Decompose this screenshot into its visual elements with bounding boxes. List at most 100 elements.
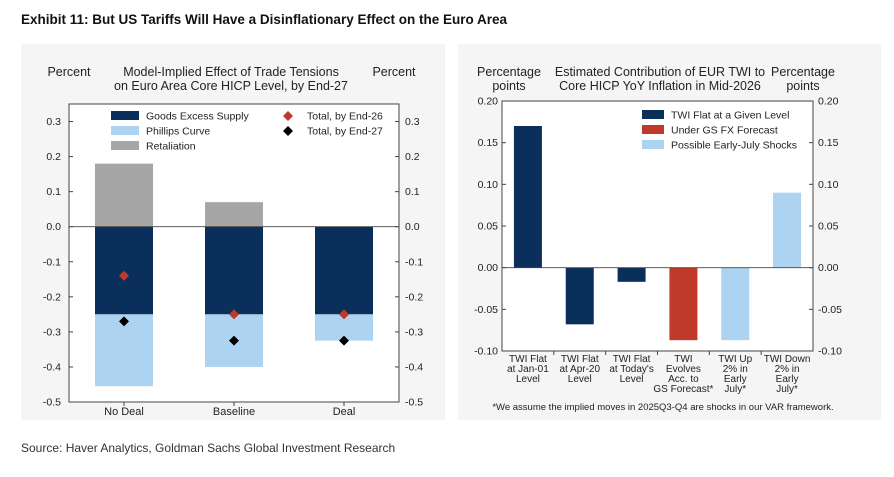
- y-tick-label-right: 0.0: [405, 221, 420, 233]
- chart-panel-hicp-level: Percent Percent Model-Implied Effect of Tr…: [21, 44, 445, 420]
- legend-swatch: [111, 141, 139, 150]
- y-tick-label-right: 0.2: [405, 151, 420, 163]
- x-tick-label: Level: [516, 374, 540, 385]
- y-tick-label-right: -0.4: [405, 361, 423, 373]
- x-tick-label: at Apr-20: [559, 364, 600, 375]
- legend-swatch: [642, 140, 664, 149]
- marker-total-by-end-27: [119, 316, 129, 327]
- x-tick-label: at Today's: [609, 364, 654, 375]
- exhibit-title: Exhibit 11: But US Tariffs Will Have a D…: [21, 12, 507, 27]
- legend-label: Goods Excess Supply: [146, 111, 249, 123]
- legend-label: Retaliation: [146, 141, 196, 153]
- y-tick-label-right: 0.15: [818, 137, 839, 149]
- plot-area: [501, 100, 814, 352]
- y-tick-label-right: -0.2: [405, 291, 423, 303]
- y-tick-label-left: 0.15: [478, 137, 499, 149]
- marker-total-by-end-26: [119, 270, 129, 281]
- x-tick-label: Baseline: [213, 406, 255, 418]
- y-tick-label-right: 0.00: [818, 262, 839, 274]
- bar-twi-flat-at-a-given-level: [513, 126, 542, 268]
- x-tick-label: Acc. to: [668, 374, 699, 385]
- x-tick-label: Early: [776, 374, 799, 385]
- x-tick-label: 2% in: [775, 364, 800, 375]
- y-tick-label-left: -0.05: [474, 304, 498, 316]
- x-tick-label: TWI Flat: [613, 354, 651, 365]
- y-tick-label-left: -0.3: [43, 326, 61, 338]
- x-tick-label: Evolves: [666, 364, 701, 375]
- bar-under-gs-fx-forecast: [669, 267, 698, 341]
- legend-label: Total, by End-26: [307, 111, 383, 123]
- x-tick-label: TWI: [674, 354, 692, 365]
- y-tick-label-right: -0.10: [818, 346, 842, 358]
- chart-title-line: Estimated Contribution of EUR TWI to: [555, 65, 765, 79]
- bar-possible-early-july-shocks: [773, 192, 802, 268]
- y-tick-label-left: 0.3: [46, 116, 61, 128]
- chart-twi-contribution: PercentagepointsPercentagepointsEstimate…: [474, 65, 842, 413]
- marker-total-by-end-26: [229, 309, 239, 320]
- x-tick-label: No Deal: [104, 406, 144, 418]
- x-tick-label: GS Forecast*: [653, 384, 713, 395]
- legend-marker: [283, 111, 293, 121]
- x-tick-label: TWI Down: [764, 354, 811, 365]
- chart-title-line: Model-Implied Effect of Trade Tensions: [123, 65, 339, 79]
- y-tick-label-right: 0.05: [818, 221, 839, 233]
- left-axis-label: Percent: [47, 65, 91, 79]
- left-axis-label: Percentage: [477, 65, 541, 79]
- marker-total-by-end-27: [339, 335, 349, 346]
- y-tick-label-right: -0.1: [405, 256, 423, 268]
- x-tick-label: TWI Flat: [561, 354, 599, 365]
- chart-title-line: on Euro Area Core HICP Level, by End-27: [114, 79, 348, 93]
- chart-title-line: Core HICP YoY Inflation in Mid-2026: [559, 79, 761, 93]
- legend-swatch: [642, 110, 664, 119]
- legend-swatch: [111, 126, 139, 135]
- legend-label: Phillips Curve: [146, 126, 210, 138]
- bar-goods-excess-supply: [205, 226, 263, 315]
- x-tick-label: TWI Flat: [509, 354, 547, 365]
- legend-swatch: [111, 111, 139, 120]
- x-tick-label: Deal: [333, 406, 356, 418]
- y-tick-label-left: 0.20: [478, 96, 499, 108]
- y-tick-label-right: 0.10: [818, 179, 839, 191]
- y-tick-label-left: -0.1: [43, 256, 61, 268]
- x-tick-label: TWI Up: [718, 354, 752, 365]
- x-tick-label: July*: [776, 384, 798, 395]
- bar-goods-excess-supply: [95, 226, 153, 315]
- y-tick-label-right: 0.1: [405, 186, 420, 198]
- marker-total-by-end-26: [339, 309, 349, 320]
- x-tick-label: 2% in: [723, 364, 748, 375]
- y-tick-label-left: -0.10: [474, 346, 498, 358]
- x-tick-label: Early: [724, 374, 747, 385]
- y-tick-label-left: 0.05: [478, 221, 499, 233]
- y-tick-label-right: -0.05: [818, 304, 842, 316]
- y-tick-label-left: 0.1: [46, 186, 61, 198]
- left-axis-label: points: [492, 79, 525, 93]
- y-tick-label-right: -0.5: [405, 397, 423, 409]
- marker-total-by-end-27: [229, 335, 239, 346]
- legend-label: TWI Flat at a Given Level: [671, 110, 789, 122]
- y-tick-label-right: 0.3: [405, 116, 420, 128]
- x-tick-label: Level: [568, 374, 592, 385]
- chart-panel-twi-contribution: Percentage points Percentage points Estimate…: [458, 44, 881, 420]
- y-tick-label-right: -0.3: [405, 326, 423, 338]
- bar-twi-flat-at-a-given-level: [617, 267, 646, 282]
- y-tick-label-left: 0.0: [46, 221, 61, 233]
- legend-swatch: [642, 125, 664, 134]
- footnote: *We assume the implied moves in 2025Q3-Q…: [492, 402, 833, 413]
- y-tick-label-left: 0.00: [478, 262, 499, 274]
- y-tick-label-left: 0.10: [478, 179, 499, 191]
- y-tick-label-right: 0.20: [818, 96, 839, 108]
- bar-retaliation: [205, 202, 263, 227]
- bar-twi-flat-at-a-given-level: [565, 267, 594, 325]
- right-axis-label: Percentage: [771, 65, 835, 79]
- y-tick-label-left: -0.4: [43, 361, 61, 373]
- right-axis-label: Percent: [372, 65, 416, 79]
- y-tick-label-left: 0.2: [46, 151, 61, 163]
- y-tick-label-left: -0.5: [43, 397, 61, 409]
- x-tick-label: at Jan-01: [507, 364, 549, 375]
- x-tick-label: July*: [724, 384, 746, 395]
- bar-goods-excess-supply: [315, 226, 373, 315]
- bar-possible-early-july-shocks: [721, 267, 750, 341]
- legend-label: Under GS FX Forecast: [671, 125, 778, 137]
- legend-marker: [283, 126, 293, 136]
- x-tick-label: Level: [620, 374, 644, 385]
